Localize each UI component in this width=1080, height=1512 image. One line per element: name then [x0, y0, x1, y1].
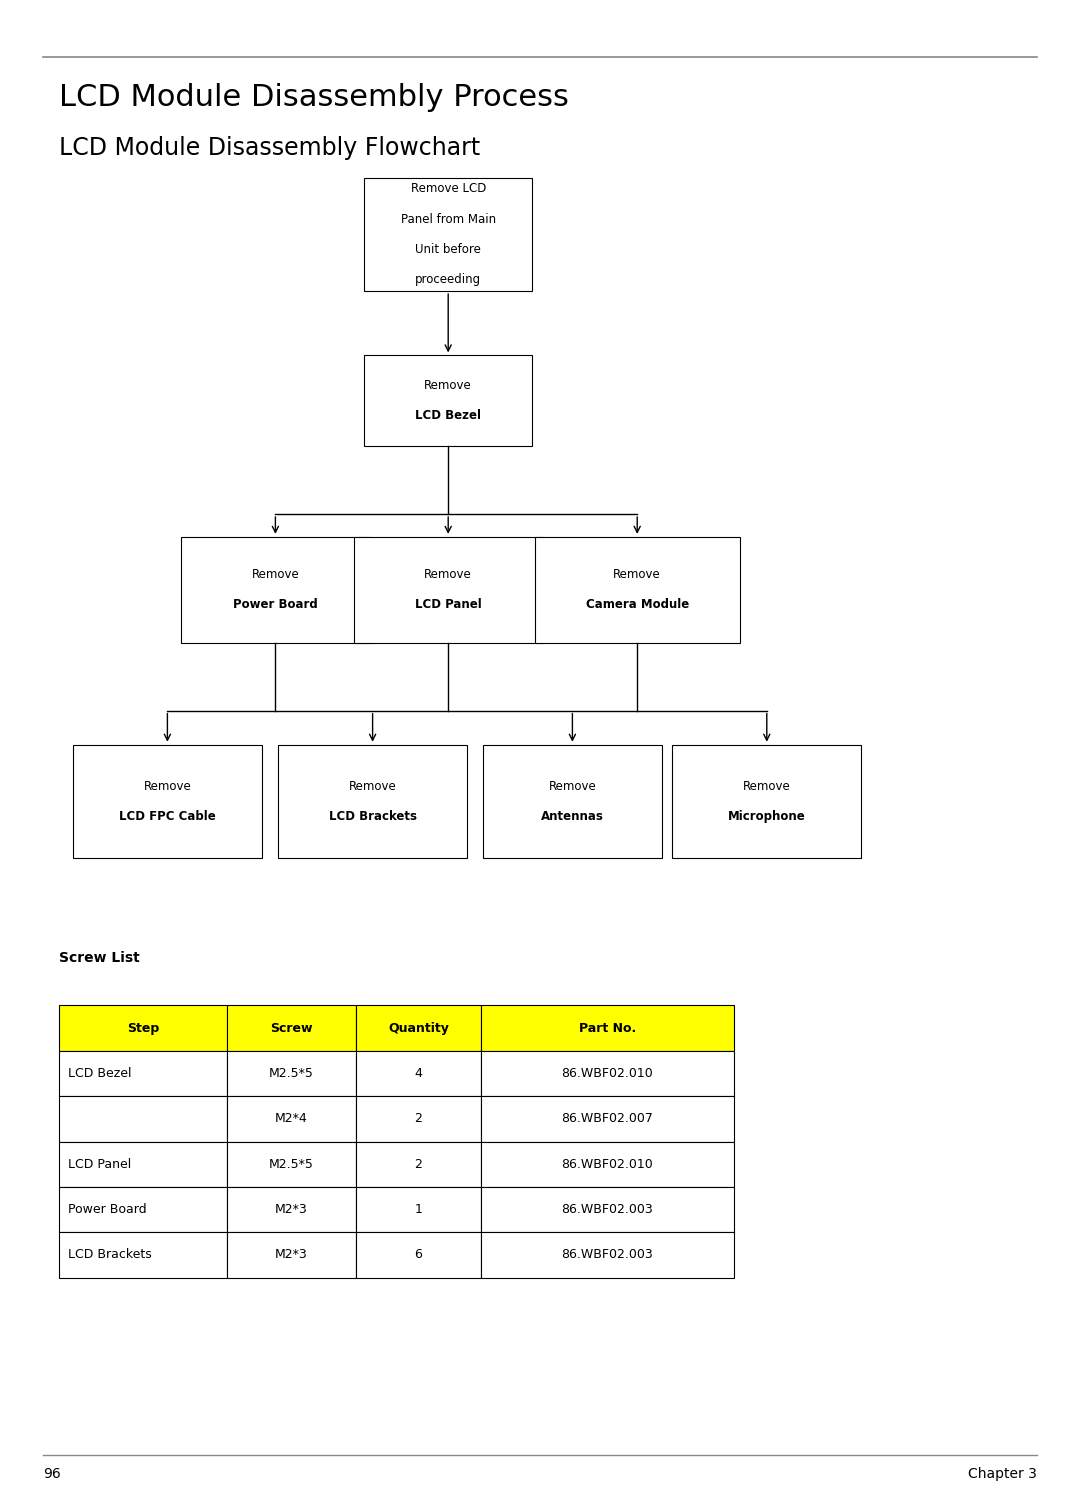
Text: proceeding: proceeding [415, 274, 482, 286]
Bar [356, 1096, 481, 1142]
Text: M2*3: M2*3 [275, 1249, 308, 1261]
Bar [227, 1142, 356, 1187]
Text: Remove: Remove [549, 780, 596, 792]
Bar [481, 1142, 734, 1187]
Text: Unit before: Unit before [416, 243, 481, 256]
Text: Screw List: Screw List [59, 951, 140, 965]
Bar [356, 1232, 481, 1278]
Text: 2: 2 [415, 1113, 422, 1125]
Text: Panel from Main: Panel from Main [401, 213, 496, 225]
Bar [364, 178, 531, 290]
Bar [73, 745, 261, 859]
Text: Remove: Remove [743, 780, 791, 792]
Text: LCD Module Disassembly Process: LCD Module Disassembly Process [59, 83, 569, 112]
Text: Power Board: Power Board [68, 1204, 147, 1216]
Text: 86.WBF02.003: 86.WBF02.003 [562, 1249, 653, 1261]
Bar [364, 355, 531, 446]
Text: 86.WBF02.003: 86.WBF02.003 [562, 1204, 653, 1216]
Text: LCD Bezel: LCD Bezel [68, 1067, 132, 1080]
Bar [278, 745, 467, 859]
Text: LCD Panel: LCD Panel [68, 1158, 132, 1170]
Text: Remove LCD: Remove LCD [410, 183, 486, 195]
Bar [356, 1187, 481, 1232]
Text: 4: 4 [415, 1067, 422, 1080]
Text: 96: 96 [43, 1467, 60, 1482]
Text: LCD Module Disassembly Flowchart: LCD Module Disassembly Flowchart [59, 136, 481, 160]
Bar [481, 1232, 734, 1278]
Text: M2.5*5: M2.5*5 [269, 1067, 314, 1080]
Bar [354, 537, 542, 643]
Text: LCD Bezel: LCD Bezel [415, 410, 482, 422]
Text: M2*4: M2*4 [275, 1113, 308, 1125]
Text: 1: 1 [415, 1204, 422, 1216]
Text: Camera Module: Camera Module [585, 599, 689, 611]
Text: M2.5*5: M2.5*5 [269, 1158, 314, 1170]
Bar [59, 1232, 227, 1278]
Text: M2*3: M2*3 [275, 1204, 308, 1216]
Text: LCD Panel: LCD Panel [415, 599, 482, 611]
Text: LCD FPC Cable: LCD FPC Cable [119, 810, 216, 823]
Bar [59, 1142, 227, 1187]
Text: 86.WBF02.010: 86.WBF02.010 [562, 1067, 653, 1080]
Text: Screw: Screw [270, 1022, 313, 1034]
Text: 86.WBF02.007: 86.WBF02.007 [562, 1113, 653, 1125]
Text: LCD Brackets: LCD Brackets [68, 1249, 152, 1261]
Text: LCD Brackets: LCD Brackets [328, 810, 417, 823]
Text: Part No.: Part No. [579, 1022, 636, 1034]
Text: Remove: Remove [424, 380, 472, 392]
Bar [59, 1005, 227, 1051]
Text: 86.WBF02.010: 86.WBF02.010 [562, 1158, 653, 1170]
Bar [356, 1142, 481, 1187]
Bar [227, 1096, 356, 1142]
Bar [672, 745, 861, 859]
Text: Power Board: Power Board [233, 599, 318, 611]
Text: Quantity: Quantity [388, 1022, 449, 1034]
Bar [227, 1005, 356, 1051]
Text: 6: 6 [415, 1249, 422, 1261]
Text: Remove: Remove [613, 569, 661, 581]
Bar [227, 1232, 356, 1278]
Text: Remove: Remove [252, 569, 299, 581]
Bar [481, 1187, 734, 1232]
Text: Remove: Remove [424, 569, 472, 581]
Bar [481, 1051, 734, 1096]
Text: Step: Step [127, 1022, 159, 1034]
Text: Remove: Remove [144, 780, 191, 792]
Bar [484, 745, 661, 859]
Bar [481, 1096, 734, 1142]
Bar [59, 1187, 227, 1232]
Bar [227, 1187, 356, 1232]
Bar [356, 1005, 481, 1051]
Text: 2: 2 [415, 1158, 422, 1170]
Text: Antennas: Antennas [541, 810, 604, 823]
Text: Chapter 3: Chapter 3 [968, 1467, 1037, 1482]
Bar [481, 1005, 734, 1051]
Bar [181, 537, 369, 643]
Bar [227, 1051, 356, 1096]
Bar [535, 537, 740, 643]
Bar [59, 1051, 227, 1096]
Bar [356, 1051, 481, 1096]
Text: Microphone: Microphone [728, 810, 806, 823]
Text: Remove: Remove [349, 780, 396, 792]
Bar [59, 1096, 227, 1142]
